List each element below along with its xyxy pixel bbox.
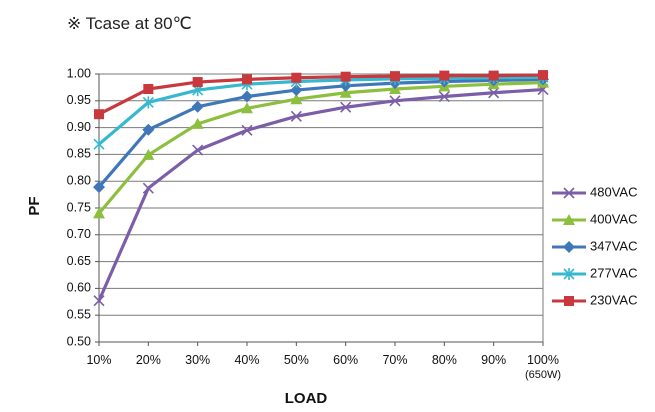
marker-x-stroke [389,95,401,107]
marker-x-stroke [93,295,105,307]
marker-square [340,71,351,82]
marker-x [192,144,204,156]
legend-item-400vac: 400VAC [552,211,637,226]
marker-triangle [93,207,105,219]
marker-x [438,90,450,103]
legend-item-347vac: 347VAC [552,238,637,253]
x-tick-label: 100% [527,353,559,367]
marker-diamond [563,241,575,253]
legend-label: 400VAC [590,211,637,226]
series-347vac [93,73,549,194]
marker-square [291,72,302,83]
marker-x [488,87,500,99]
series-line [97,80,544,215]
marker-x [389,95,401,107]
legend-label: 277VAC [590,265,637,280]
y-tick-label: 0.55 [67,307,91,321]
x-tick-label: 20% [136,353,161,367]
marker-triangle [142,148,155,160]
x-tick-label: 30% [185,353,210,367]
y-tick-label: 0.50 [67,334,91,348]
legend-label: 347VAC [590,238,637,253]
axis-layer: 0.50 0.55 0.60 0.65 0.70 0.75 0.80 0.85 0.90 0.95… [67,66,561,381]
series-line [97,77,544,189]
y-tick-label: 1.00 [67,66,91,80]
series-line [98,73,544,116]
y-tick-label: 0.75 [67,200,91,214]
marker-asterisk [563,268,575,280]
marker-square [488,70,499,81]
y-tick-label: 0.85 [67,147,91,161]
marker-diamond [142,123,155,136]
series-line [97,87,544,302]
series-480vac [93,83,549,307]
marker-x-stroke [290,110,302,122]
marker-x-stroke [241,124,253,136]
marker-x [290,110,302,122]
marker-diamond [93,181,105,194]
marker-square [390,71,400,82]
x-tick-label: 40% [234,353,259,367]
marker-triangle [290,93,303,105]
marker-x [241,124,253,136]
legend-item-230vac: 230VAC [552,292,637,307]
grid-layer [99,73,543,343]
y-axis-title: PF [26,196,43,215]
y-tick-label: 0.90 [67,120,91,134]
marker-triangle [339,86,352,98]
y-tick-label: 0.80 [67,173,91,187]
marker-square [564,296,574,306]
marker-x-stroke [563,187,575,199]
x-tick-label: 90% [481,353,506,367]
marker-asterisk [93,138,105,151]
x-tick-label: 60% [333,353,358,367]
y-tick-label: 0.70 [67,227,91,241]
marker-triangle [241,102,253,114]
x-axis-title: LOAD [285,390,328,407]
tcase-note: ※ Tcase at 80℃ [67,14,192,33]
marker-asterisk [142,96,154,109]
y-tick-label: 0.95 [67,93,91,107]
marker-x-stroke [142,182,154,194]
x-tick-label: 70% [382,353,407,367]
legend-label: 230VAC [590,292,637,307]
series-line [97,75,544,146]
marker-square [94,109,104,120]
marker-triangle [563,214,575,225]
marker-x-stroke [192,144,204,156]
marker-x [142,182,154,194]
marker-x [563,187,575,199]
y-tick-label: 0.60 [67,281,91,295]
marker-diamond [191,100,204,113]
series-230vac [94,70,548,120]
marker-square [192,77,203,88]
x-tick-sublabel: (650W) [525,369,561,381]
marker-x-stroke [438,90,450,103]
marker-square [439,70,450,81]
legend-label: 480VAC [590,184,637,199]
marker-triangle [191,117,204,129]
x-tick-label: 50% [284,353,309,367]
series-layer [93,70,549,307]
marker-x-stroke [488,87,500,99]
marker-diamond [241,90,253,103]
legend-item-480vac: 480VAC [552,184,637,199]
legend-layer: 480VAC 400VAC 347VAC 277VAC 230VAC [552,184,637,307]
legend-item-277vac: 277VAC [552,265,637,280]
marker-x-stroke [340,101,352,113]
marker-square [538,70,548,81]
x-tick-label: 80% [432,353,457,367]
marker-square [242,74,252,85]
x-tick-label: 10% [86,353,111,367]
marker-x [93,295,105,307]
marker-x [340,101,352,113]
marker-diamond [290,84,303,97]
marker-square [143,84,154,95]
y-tick-label: 0.65 [67,254,91,268]
